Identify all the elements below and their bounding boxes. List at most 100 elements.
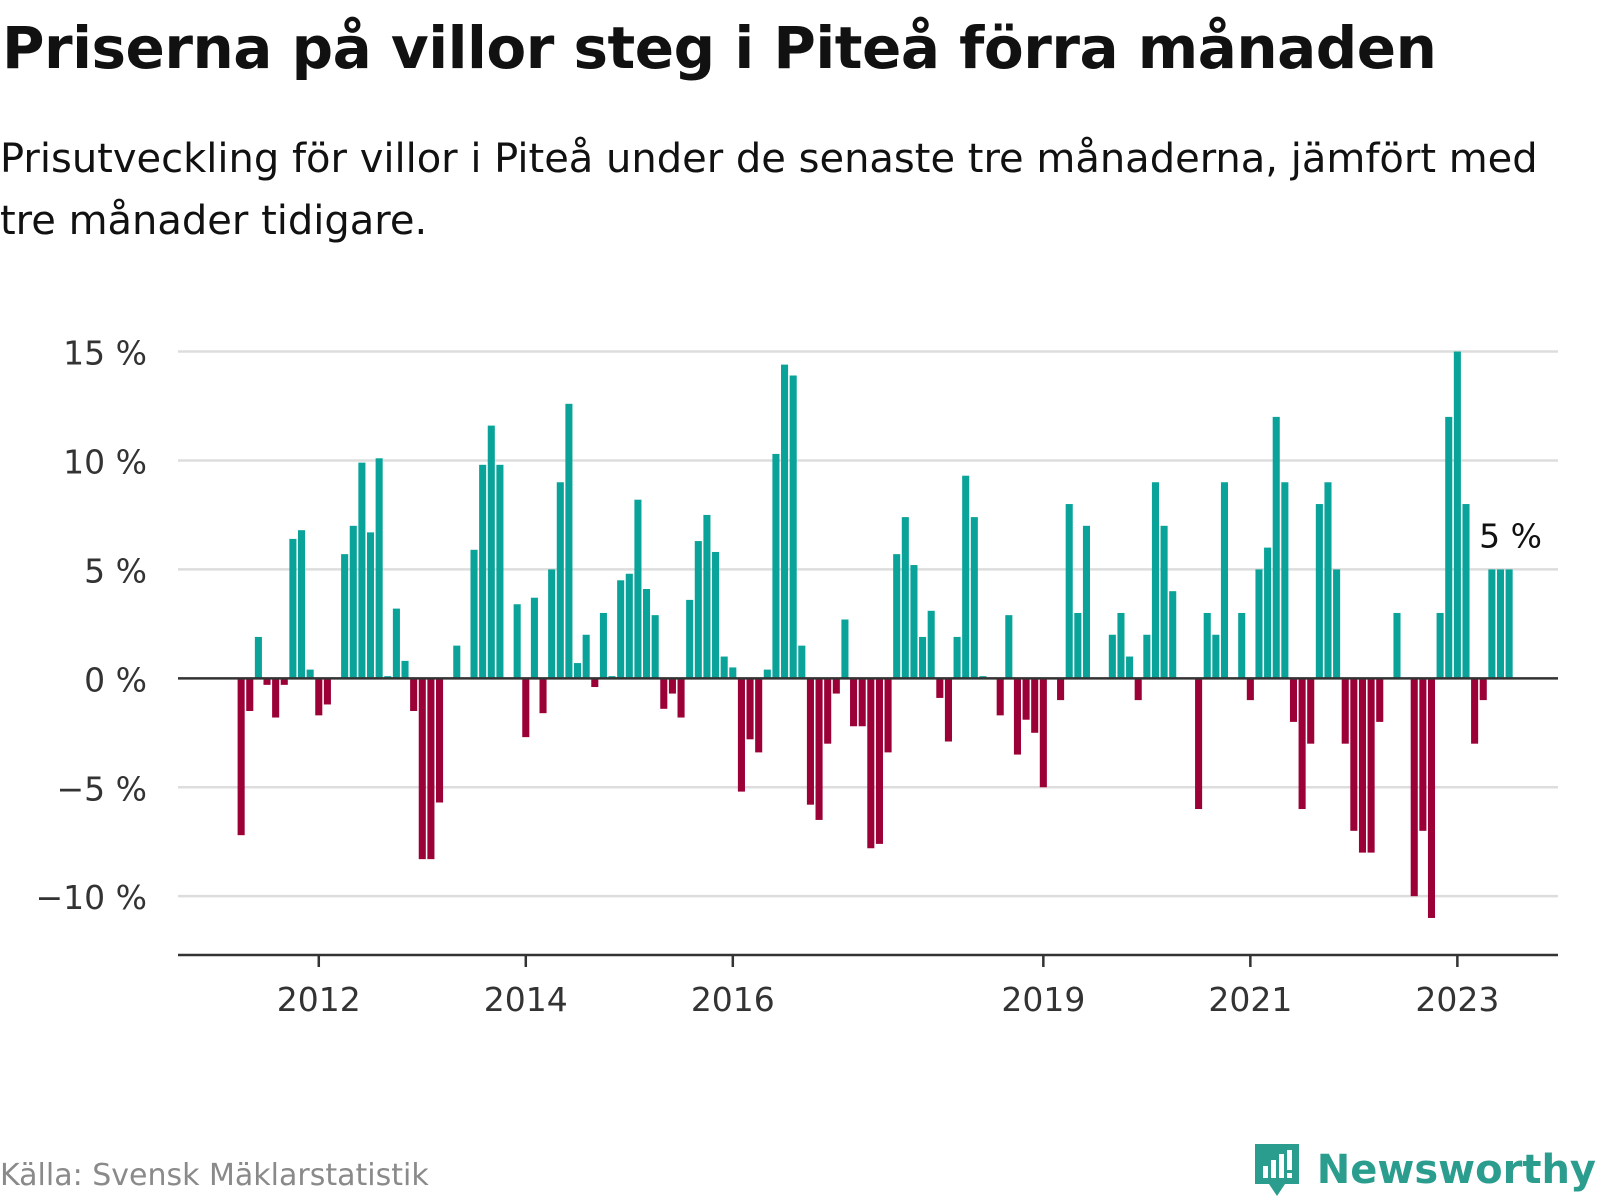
- bar: [1427, 678, 1436, 918]
- x-tick-label: 2016: [691, 980, 775, 1019]
- bar: [660, 678, 668, 709]
- bar: [375, 458, 383, 679]
- bar: [1255, 569, 1263, 679]
- source-note: Källa: Svensk Mäklarstatistik: [0, 1158, 429, 1193]
- bar: [272, 678, 280, 718]
- chart-title: Priserna på villor steg i Piteå förra må…: [2, 14, 1437, 82]
- annotations: 5 %: [1476, 513, 1545, 558]
- bar: [806, 678, 814, 805]
- y-tick-label: −5 %: [57, 769, 148, 808]
- newsworthy-logo-icon: [1254, 1144, 1299, 1196]
- bar: [1074, 612, 1082, 679]
- bar: [591, 678, 599, 688]
- bar: [392, 608, 400, 679]
- bar: [712, 551, 720, 679]
- bar: [850, 678, 858, 727]
- bar: [246, 678, 254, 711]
- bar: [910, 565, 918, 679]
- bar: [366, 532, 375, 679]
- bar: [617, 580, 625, 679]
- bar: [418, 678, 426, 860]
- bar: [341, 554, 349, 679]
- bar: [1126, 656, 1134, 679]
- bar: [263, 678, 271, 685]
- x-axis-ticks: 2012 2014 2016 2019 2021 2023: [277, 955, 1499, 1019]
- bar: [875, 678, 883, 844]
- bar: [919, 636, 927, 679]
- bar: [677, 678, 685, 718]
- bar: [893, 554, 901, 679]
- y-tick-label: 0 %: [84, 660, 147, 699]
- bar: [798, 645, 806, 679]
- bar: [237, 678, 245, 836]
- bar: [1358, 678, 1367, 853]
- bar: [548, 569, 556, 679]
- bar: [1488, 569, 1496, 679]
- bar: [651, 615, 659, 679]
- bar: [470, 549, 478, 679]
- bar: [1298, 678, 1306, 810]
- bar: [1212, 634, 1220, 679]
- bar: [1393, 612, 1401, 679]
- bar: [1341, 678, 1349, 744]
- bar: [1436, 612, 1444, 679]
- bar: [781, 364, 789, 679]
- bar: [1143, 634, 1151, 679]
- bar: [1151, 482, 1159, 679]
- x-tick-label: 2014: [484, 980, 568, 1019]
- bar: [574, 663, 582, 679]
- bar: [936, 678, 944, 698]
- bar: [1479, 678, 1487, 701]
- bar: [401, 660, 409, 679]
- bar: [755, 678, 763, 753]
- y-tick-label: 5 %: [84, 551, 147, 590]
- bar: [643, 589, 651, 679]
- bar: [1022, 678, 1030, 720]
- x-tick-label: 2023: [1415, 980, 1499, 1019]
- bar: [1264, 547, 1272, 679]
- bar: [1057, 678, 1065, 701]
- brand-name: Newsworthy: [1316, 1147, 1596, 1193]
- bar: [763, 669, 771, 679]
- bar: [970, 517, 978, 679]
- bar: [1246, 678, 1254, 701]
- bar: [1065, 504, 1073, 679]
- bar: [953, 636, 961, 679]
- x-tick-label: 2021: [1208, 980, 1292, 1019]
- bar: [522, 678, 530, 738]
- bar: [530, 597, 538, 679]
- bar: [349, 525, 357, 679]
- bar: [1160, 525, 1168, 679]
- bar: [315, 678, 323, 716]
- bar: [841, 619, 849, 679]
- bar: [427, 678, 435, 860]
- bar: [289, 538, 297, 679]
- brand-logo: Newsworthy: [1251, 1140, 1596, 1200]
- bar: [901, 517, 909, 679]
- bar: [453, 645, 461, 679]
- y-axis-ticks: 15 % 10 % 5 % 0 % −5 % −10 %: [36, 334, 148, 918]
- bar: [1350, 678, 1358, 831]
- bar: [1471, 678, 1479, 744]
- bar: [1082, 525, 1090, 679]
- bar: [927, 610, 935, 679]
- chart-subtitle: Prisutveckling för villor i Piteå under …: [0, 136, 1538, 244]
- bar: [410, 678, 418, 711]
- bar: [1220, 482, 1229, 679]
- bar: [668, 678, 676, 694]
- bar: [962, 475, 970, 679]
- bar: [297, 530, 306, 679]
- bar: [582, 634, 590, 679]
- bar: [254, 636, 262, 679]
- bar: [1238, 612, 1246, 679]
- bar: [599, 612, 607, 679]
- bar: [815, 678, 823, 820]
- bar: [1462, 504, 1470, 679]
- bar: [539, 678, 547, 714]
- bar: [1410, 678, 1418, 897]
- bar: [556, 482, 564, 679]
- x-tick-label: 2019: [1001, 980, 1085, 1019]
- bar: [686, 599, 694, 679]
- bar: [1289, 678, 1298, 722]
- bar: [1203, 612, 1211, 679]
